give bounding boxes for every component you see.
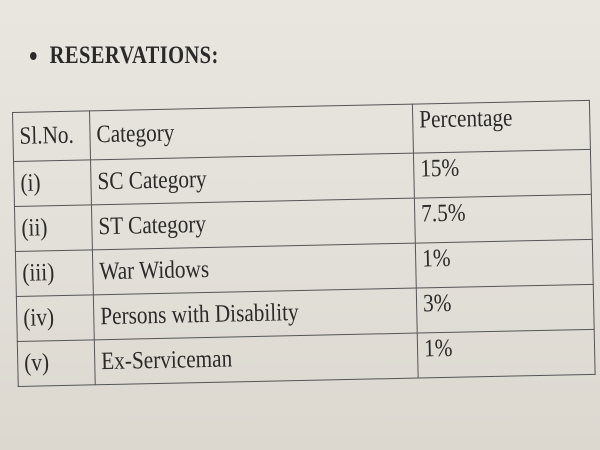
heading-text: RESERVATIONS: [49,42,219,69]
header-cell: Percentage [412,100,591,154]
cell-text: SC Category [97,165,207,196]
table-cell: (v) [17,339,96,387]
cell-text: (ii) [21,214,48,242]
header-text: Sl.No. [19,121,75,150]
table-cell: 15% [413,149,592,199]
header-text: Category [96,119,175,149]
cell-text: (i) [20,169,41,197]
table-cell: 7.5% [414,194,593,244]
cell-text: 1% [421,244,451,273]
bullet [30,52,37,60]
header-cell: Category [89,104,414,160]
table-cell: (ii) [14,204,93,252]
cell-text: (iv) [23,304,55,332]
table-cell: SC Category [90,153,415,205]
table-cell: War Widows [92,243,417,295]
table-cell: 3% [416,284,595,334]
header-cell: Sl.No. [12,110,91,162]
cell-text: (v) [23,349,50,377]
table-cell: (iv) [16,294,95,342]
table-cell: 1% [417,329,596,379]
cell-text: 1% [423,334,453,363]
table-cell: 1% [415,239,594,289]
cell-text: (iii) [22,259,55,287]
cell-text: 7.5% [420,199,466,228]
header-text: Percentage [418,104,513,134]
cell-text: Persons with Disability [100,299,299,331]
table-cell: ST Category [91,198,416,250]
table-cell: (iii) [15,249,94,297]
section-heading: RESERVATIONS: [30,42,219,70]
table-cell: Persons with Disability [93,288,418,340]
cell-text: 15% [419,154,460,183]
table-cell: (i) [13,159,92,207]
cell-text: ST Category [98,210,207,241]
cell-text: 3% [422,289,452,318]
reservations-table: Sl.No. Category Percentage (i) SC Categor… [12,100,596,387]
table-cell: Ex-Serviceman [94,333,419,385]
cell-text: Ex-Serviceman [100,345,233,376]
cell-text: War Widows [99,255,210,286]
